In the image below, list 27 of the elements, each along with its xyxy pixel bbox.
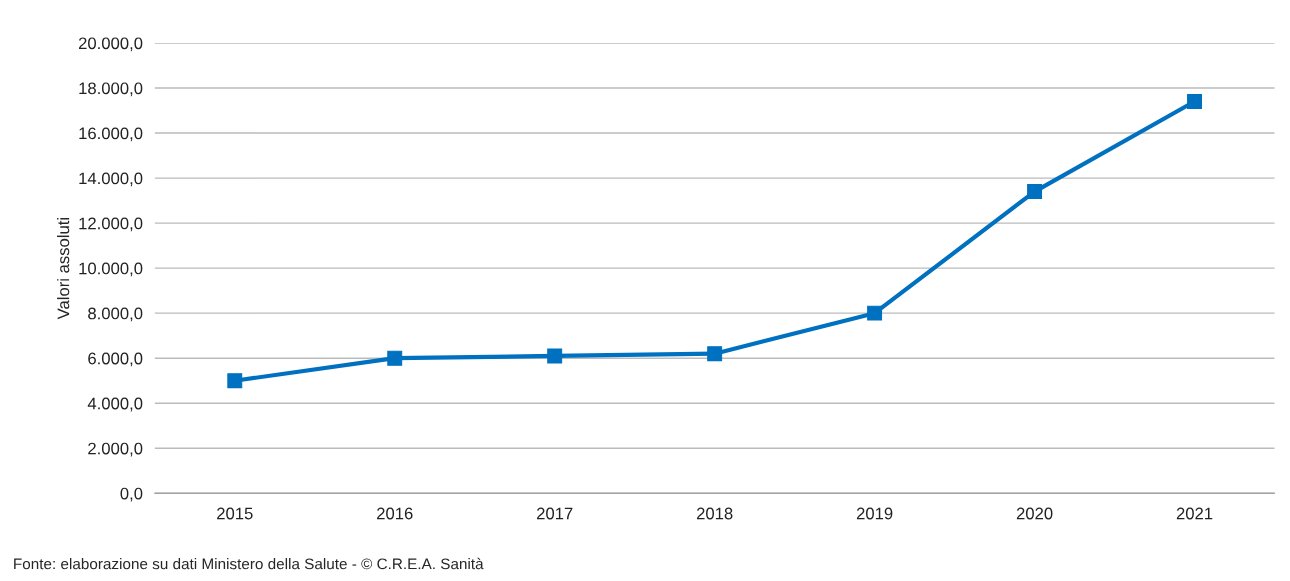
y-tick-label: 16.000,0 xyxy=(79,127,143,142)
y-tick-label: 8.000,0 xyxy=(88,307,143,322)
point xyxy=(707,346,723,362)
y-tick-label: 14.000,0 xyxy=(79,172,143,187)
y-tick-label: 0,0 xyxy=(120,487,143,502)
point xyxy=(867,305,883,321)
x-tick-label: 2017 xyxy=(537,507,573,520)
y-tick-label: 2.000,0 xyxy=(88,442,143,457)
x-tick-label: 2015 xyxy=(217,507,253,520)
x-tick-label: 2019 xyxy=(856,507,893,520)
point xyxy=(1027,184,1043,200)
y-tick-label: 12.000,0 xyxy=(79,217,143,232)
y-axis-title: Valori assoluti xyxy=(57,217,70,320)
point xyxy=(387,350,403,366)
source-note: Fonte: elaborazione su dati Ministero della Salute - © C.R.E.A. Sanità xyxy=(14,557,484,570)
point xyxy=(1187,94,1202,109)
y-tick-label: 6.000,0 xyxy=(88,352,143,367)
point xyxy=(547,348,563,364)
x-tick-label: 2018 xyxy=(696,507,733,520)
x-tick-label: 2016 xyxy=(377,507,413,520)
x-tick-label: 2020 xyxy=(1016,507,1053,520)
y-tick-label: 4.000,0 xyxy=(87,397,143,412)
x-tick-label: 2021 xyxy=(1176,507,1213,520)
y-tick-label: 20.000,0 xyxy=(78,37,143,52)
y-tick-label: 18.000,0 xyxy=(79,82,143,97)
point xyxy=(227,373,243,389)
y-tick-label: 10.000,0 xyxy=(79,262,143,277)
